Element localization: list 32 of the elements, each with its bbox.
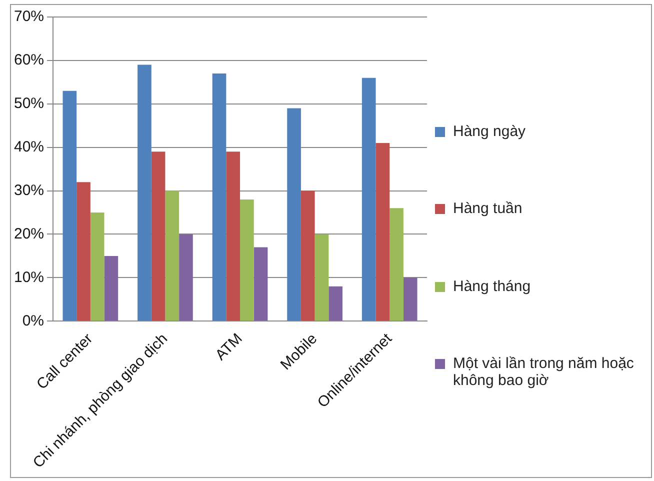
y-tick-label: 20% (14, 225, 44, 242)
bar (165, 190, 180, 321)
bar (287, 108, 301, 321)
bar (403, 278, 418, 321)
y-tick-label: 60% (14, 52, 44, 69)
bar (104, 256, 118, 321)
bar (62, 90, 77, 321)
legend-label: Hàng tuần (453, 200, 522, 218)
bar (179, 234, 193, 321)
bar (254, 247, 268, 321)
bar (138, 64, 152, 321)
bar (376, 142, 390, 321)
bar (300, 190, 315, 321)
bar (314, 234, 329, 321)
bar (76, 182, 90, 321)
bar (226, 152, 240, 321)
legend-label: Hàng ngày (453, 123, 526, 140)
bar (151, 152, 166, 321)
bar (90, 212, 104, 321)
y-tick-label: 10% (14, 268, 44, 286)
y-tick-label: 70% (14, 8, 44, 26)
y-tick-label: 30% (14, 182, 44, 199)
bar (390, 208, 404, 321)
legend-label: Hàng tháng (453, 278, 531, 295)
bar (362, 78, 376, 321)
bar (328, 286, 342, 321)
y-tick-label: 40% (14, 138, 44, 156)
bar (212, 73, 226, 321)
bar (240, 199, 254, 321)
y-tick-label: 50% (14, 95, 44, 112)
legend-label: Một vài lần trong năm hoặc không bao giờ (453, 354, 635, 389)
y-tick-label: 0% (22, 312, 44, 330)
